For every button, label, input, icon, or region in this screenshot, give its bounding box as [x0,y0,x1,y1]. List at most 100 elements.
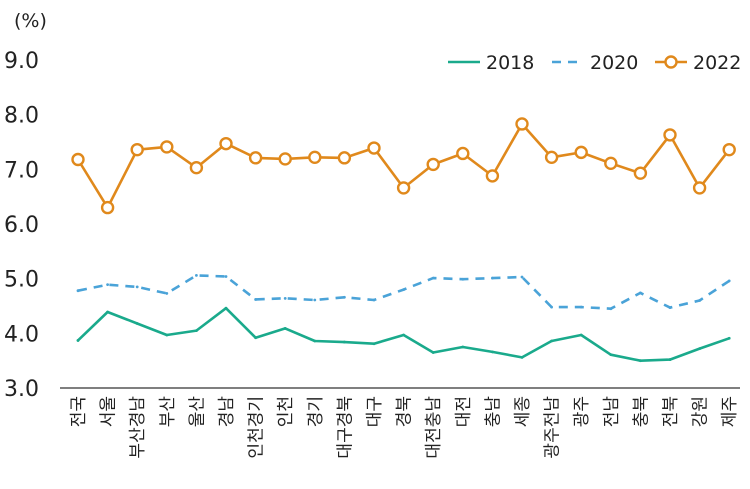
x-tick-label: 강원 [691,396,711,427]
y-tick-label: 7.0 [4,158,39,183]
series-layer [71,117,736,363]
x-tick-label: 전국 [69,396,89,427]
data-point-2020 [727,279,731,283]
data-point-2018 [76,339,80,342]
data-point-2020 [461,277,465,281]
legend-label-2020: 2020 [590,52,638,74]
data-point-2022 [604,156,618,171]
data-point-2022 [248,151,263,165]
x-tick-label: 대전 [454,396,474,427]
data-point-2018 [135,322,139,325]
data-point-2018 [283,327,287,330]
y-axis-ticks: 9.0 8.0 7.0 6.0 5.0 4.0 3.0 [4,49,39,402]
data-point-2018 [313,339,317,343]
data-point-2022 [100,200,115,215]
data-point-2018 [698,347,701,351]
data-point-2020 [135,285,139,289]
data-point-2018 [165,333,169,337]
data-point-2022 [574,145,588,160]
data-point-2020 [639,291,642,295]
x-tick-label: 세종 [513,396,533,427]
data-point-2020 [283,296,287,300]
data-point-2022 [426,157,440,172]
x-tick-label: 경기 [306,396,326,427]
data-point-2018 [343,340,346,344]
y-tick-label: 8.0 [4,104,39,129]
data-point-2018 [639,359,642,363]
x-tick-label: 전북 [661,396,681,427]
data-point-2018 [579,333,583,337]
data-point-2020 [76,289,80,293]
legend: 2018 2020 2022 [448,52,741,74]
data-point-2022 [633,166,648,180]
data-point-2020 [668,306,672,310]
x-tick-label: 대구 [365,396,385,427]
data-point-2022 [160,140,174,154]
x-axis-ticks: 전국 서울 부산경남 부산 울산 경남 인천경기 인천 경기 대구경북 대구 경북 대전충남 대전 충남 세종… [69,396,740,459]
data-point-2022 [692,181,707,195]
x-tick-label: 전남 [602,396,622,428]
data-point-2020 [106,283,109,287]
data-point-2018 [668,358,672,361]
data-point-2020 [254,298,257,301]
data-point-2020 [343,295,346,299]
data-point-2018 [461,345,465,349]
x-tick-label: 대구경북 [335,396,355,459]
series-line-2022 [76,122,731,209]
data-point-2022 [130,142,144,157]
x-tick-label: 경북 [395,396,415,427]
data-point-2020 [224,275,228,278]
data-point-2018 [106,310,109,314]
data-point-2022 [71,152,85,167]
x-tick-label: 인천 [276,396,296,427]
data-point-2020 [313,298,317,302]
x-tick-label: 충남 [483,396,503,428]
x-tick-label: 서울 [99,396,119,427]
data-point-2022 [308,150,322,165]
data-point-2018 [609,353,613,357]
data-point-2020 [550,305,553,309]
x-tick-label: 광주 [572,396,592,427]
data-point-2022 [515,117,529,131]
data-point-2020 [195,273,198,277]
y-tick-label: 9.0 [4,49,39,74]
data-point-2022 [278,152,292,166]
data-point-2018 [727,336,731,340]
x-tick-label: 부산 [158,396,178,428]
data-point-2020 [165,292,169,295]
x-tick-label: 충북 [631,396,651,427]
x-tick-label: 대전충남 [424,396,444,459]
legend-marker-2022 [664,55,678,69]
data-point-2022 [367,141,381,155]
data-point-2020 [698,299,701,302]
x-tick-label: 제주 [720,396,740,427]
series-line-2020 [77,274,730,311]
y-axis-unit-label: (%) [14,10,47,32]
data-point-2018 [224,306,228,310]
data-point-2022 [456,146,470,161]
y-tick-label: 5.0 [4,268,39,293]
x-tick-label: 인천경기 [247,396,267,459]
data-point-2018 [550,339,553,343]
data-point-2020 [579,305,583,309]
data-point-2018 [195,329,198,332]
legend-label-2022: 2022 [693,52,741,74]
data-point-2022 [396,181,411,195]
data-point-2022 [219,136,233,151]
data-point-2022 [485,169,500,183]
x-tick-label: 경남 [217,396,237,428]
data-point-2018 [372,342,376,346]
data-point-2022 [189,160,204,175]
data-point-2018 [520,355,524,359]
data-point-2018 [402,333,405,337]
x-tick-label: 부산경남 [128,396,148,459]
data-point-2020 [520,275,524,279]
data-point-2018 [431,351,435,354]
data-point-2022 [722,142,736,157]
x-tick-label: 광주전남 [543,396,563,459]
data-point-2020 [491,276,494,280]
y-tick-label: 4.0 [4,322,39,347]
data-point-2018 [254,336,257,340]
data-point-2022 [544,150,559,165]
